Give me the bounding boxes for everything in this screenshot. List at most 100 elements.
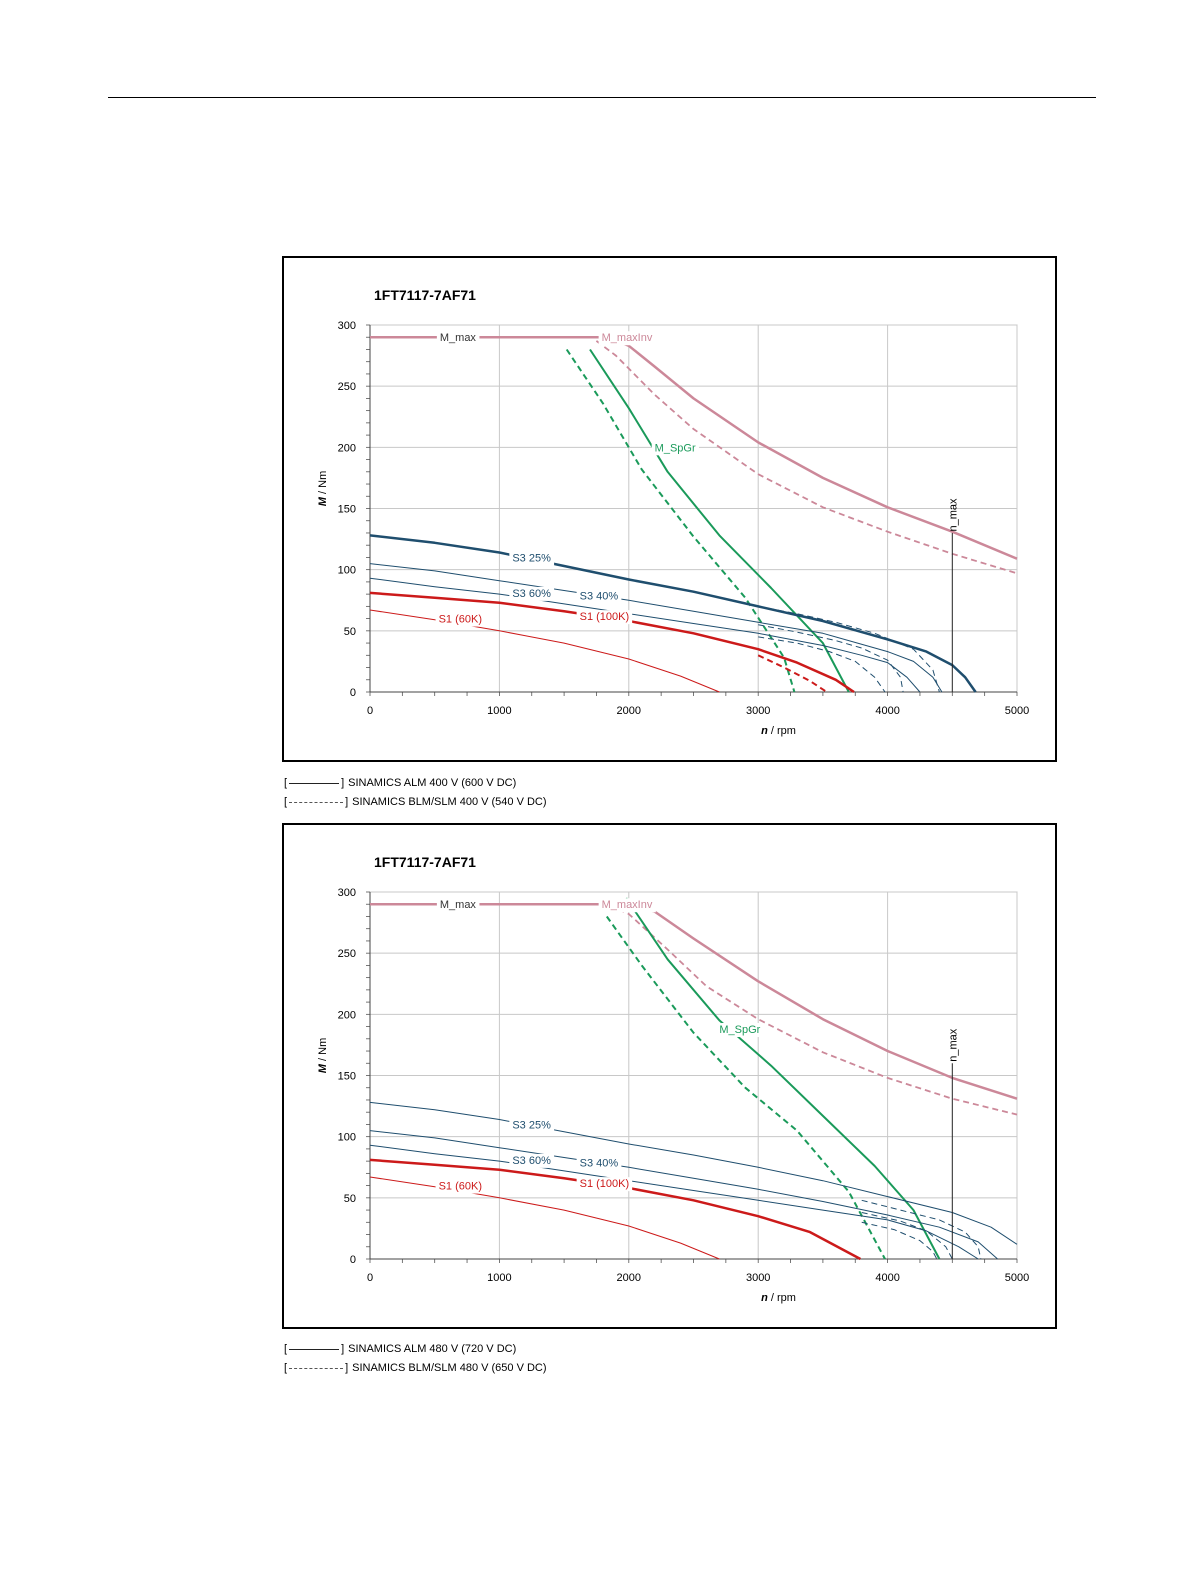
series-line-s1-60k xyxy=(369,609,720,693)
series-line-unnamed-3-dashed xyxy=(565,348,796,693)
solid-line-sample xyxy=(289,782,340,784)
y-tick-label: 150 xyxy=(338,504,356,516)
legend-text-alm-480: SINAMICS ALM 480 V (720 V DC) xyxy=(348,1343,517,1355)
curve-label-m-maxinv: M_maxInv xyxy=(602,899,653,911)
y-tick-label: 200 xyxy=(338,442,356,454)
legend-bracket-close: ] xyxy=(345,1362,349,1374)
curve-label-background xyxy=(509,551,555,566)
curve-label-background xyxy=(598,331,656,346)
curve-label-s3-40: S3 40% xyxy=(580,590,619,602)
chart-1-legend-dashed: [] SINAMICS BLM/SLM 400 V (540 V DC) xyxy=(284,796,547,808)
series-line-s3-25 xyxy=(369,1101,1018,1245)
legend-bracket-close: ] xyxy=(341,1343,345,1355)
x-tick-label: 2000 xyxy=(617,1272,641,1284)
chart-2-legend-solid: [] SINAMICS ALM 480 V (720 V DC) xyxy=(284,1343,516,1355)
legend-bracket-open: [ xyxy=(284,1343,288,1355)
x-tick-label: 5000 xyxy=(1005,1272,1029,1284)
chart-frame-1: 1FT7117-7AF71 0 1000 2000 3000 4000 5000 0 50 100… xyxy=(282,256,1057,762)
curve-label-background xyxy=(435,612,486,627)
chart-1-svg: 1FT7117-7AF71 0 1000 2000 3000 4000 5000 0 50 100… xyxy=(317,287,1029,737)
curve-label-s1-100k: S1 (100K) xyxy=(580,1178,630,1190)
curve-label-background xyxy=(509,586,555,601)
x-tick-label: 0 xyxy=(367,1272,373,1284)
chart-2-svg: 1FT7117-7AF71 0 1000 2000 3000 4000 5000 0 50 100… xyxy=(317,854,1029,1304)
curve-label-s3-40: S3 40% xyxy=(580,1157,619,1169)
series-line-s3-60 xyxy=(369,1144,979,1260)
y-tick-label: 150 xyxy=(338,1071,356,1083)
x-tick-label: 1000 xyxy=(487,1272,511,1284)
curve-label-background xyxy=(436,331,480,346)
series-line-unnamed-11-dashed xyxy=(757,654,828,693)
y-tick-label: 250 xyxy=(338,948,356,960)
chart-frame-2: 1FT7117-7AF71 0 1000 2000 3000 4000 5000 0 50 100… xyxy=(282,823,1057,1329)
chart-2-legend-dashed: [] SINAMICS BLM/SLM 480 V (650 V DC) xyxy=(284,1362,547,1374)
n-max-label: n_max xyxy=(947,1028,959,1062)
y-tick-label: 50 xyxy=(344,1193,356,1205)
y-tick-label: 0 xyxy=(350,1254,356,1266)
curve-label-background xyxy=(716,1023,764,1038)
y-tick-label: 100 xyxy=(338,1132,356,1144)
series-line-unnamed-9-dashed xyxy=(758,636,886,693)
x-tick-label: 4000 xyxy=(875,705,899,717)
x-tick-label: 4000 xyxy=(875,1272,899,1284)
curve-label-background xyxy=(598,898,656,913)
chart-title: 1FT7117-7AF71 xyxy=(374,854,476,870)
x-axis-label: n / rpm xyxy=(761,1292,796,1304)
curve-label-background xyxy=(436,898,480,913)
chart-1-legend-solid: [] SINAMICS ALM 400 V (600 V DC) xyxy=(284,777,516,789)
y-tick-label: 250 xyxy=(338,381,356,393)
y-axis-label: M / Nm xyxy=(317,1038,329,1073)
header-rule xyxy=(108,97,1096,98)
series-line-s1-60k xyxy=(369,1176,720,1260)
y-tick-label: 300 xyxy=(338,887,356,899)
curve-label-s3-25: S3 25% xyxy=(512,552,551,564)
dashed-line-sample xyxy=(289,1367,344,1369)
series-line-s1-100k xyxy=(369,591,855,694)
series-line-s3-40 xyxy=(369,563,943,693)
legend-bracket-open: [ xyxy=(284,777,288,789)
curve-label-m-spgr: M_SpGr xyxy=(719,1024,760,1036)
legend-bracket-close: ] xyxy=(341,777,345,789)
x-axis-label: n / rpm xyxy=(761,725,796,737)
chart-title: 1FT7117-7AF71 xyxy=(374,287,476,303)
curve-label-background xyxy=(576,1177,633,1192)
x-tick-label: 1000 xyxy=(487,705,511,717)
legend-text-alm-400: SINAMICS ALM 400 V (600 V DC) xyxy=(348,777,517,789)
curve-label-m-max: M_max xyxy=(440,899,477,911)
curve-label-m-spgr: M_SpGr xyxy=(655,442,696,454)
curve-label-m-max: M_max xyxy=(440,332,477,344)
series-line-m-spgr xyxy=(625,897,941,1260)
n-max-label: n_max xyxy=(947,498,959,532)
curve-label-background xyxy=(576,589,622,604)
curve-label-background xyxy=(651,441,699,456)
series-line-unnamed-9-dashed xyxy=(861,1221,938,1260)
series-line-unnamed-7-dashed xyxy=(758,605,940,693)
x-tick-label: 3000 xyxy=(746,1272,770,1284)
curve-label-m-maxinv: M_maxInv xyxy=(602,332,653,344)
series-line-m-spgr xyxy=(589,348,850,693)
x-tick-label: 2000 xyxy=(617,705,641,717)
curve-label-s3-25: S3 25% xyxy=(512,1119,551,1131)
dashed-line-sample xyxy=(289,801,344,803)
legend-bracket-open: [ xyxy=(284,1362,288,1374)
series-line-m-maxinv-dashed xyxy=(595,340,1018,575)
curve-label-background xyxy=(576,610,633,625)
y-tick-label: 100 xyxy=(338,565,356,577)
curve-label-background xyxy=(576,1156,622,1171)
y-axis-label: M / Nm xyxy=(317,471,329,506)
curve-label-background xyxy=(435,1179,486,1194)
curve-label-background xyxy=(509,1118,555,1133)
curve-label-background xyxy=(509,1153,555,1168)
solid-line-sample xyxy=(289,1348,340,1350)
y-tick-label: 50 xyxy=(344,626,356,638)
y-tick-label: 0 xyxy=(350,687,356,699)
series-line-s3-40 xyxy=(369,1130,998,1260)
x-tick-label: 0 xyxy=(367,705,373,717)
y-tick-label: 300 xyxy=(338,320,356,332)
legend-bracket-open: [ xyxy=(284,796,288,808)
curve-label-s3-60: S3 60% xyxy=(512,1155,551,1167)
series-line-unnamed-3-dashed xyxy=(605,915,886,1260)
curve-label-s1-60k: S1 (60K) xyxy=(439,614,482,626)
y-tick-label: 200 xyxy=(338,1009,356,1021)
curve-label-s3-60: S3 60% xyxy=(512,588,551,600)
